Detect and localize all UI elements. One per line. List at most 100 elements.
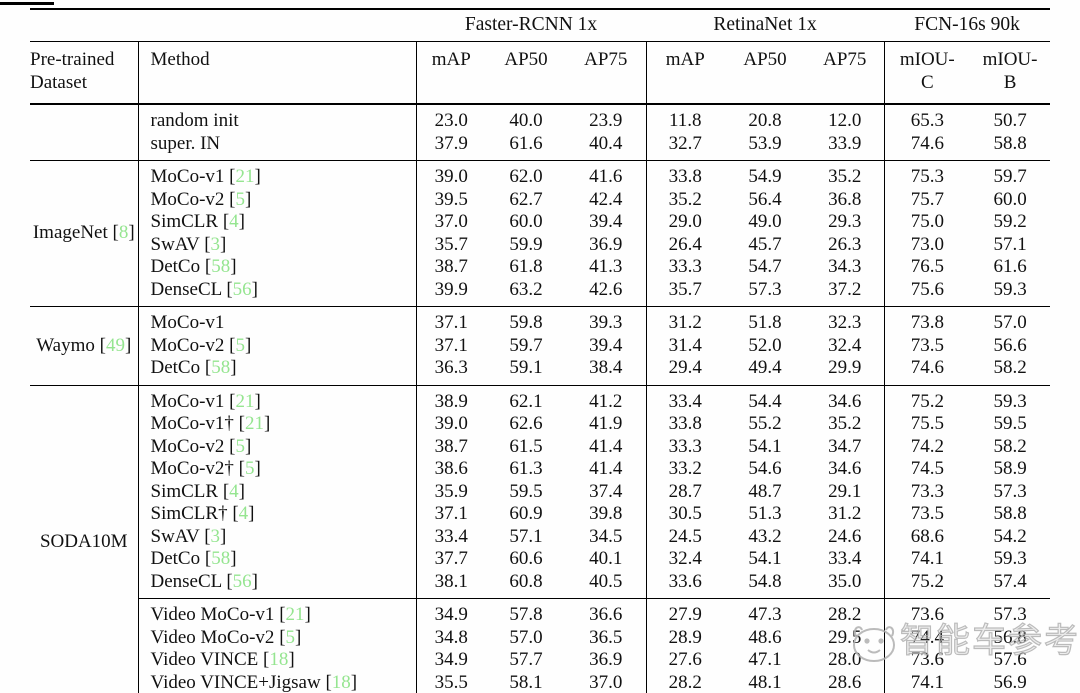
value-cell: 74.5: [883, 458, 971, 481]
value-cell: 74.1: [883, 548, 971, 571]
value-cell: 24.5: [645, 525, 725, 548]
value-cell: 29.4: [645, 357, 725, 385]
method-cell: MoCo-v1 [21]: [137, 384, 416, 413]
method-cell: DetCo [58]: [137, 548, 416, 571]
bracket: ]: [288, 649, 295, 670]
method-label: DetCo: [150, 548, 201, 569]
value-cell: 33.6: [645, 570, 725, 599]
value-cell: 41.6: [566, 160, 647, 189]
dataset-label: Waymo: [36, 334, 95, 356]
value-cell: 29.5: [828, 626, 862, 648]
method-label: Video VINCE: [150, 649, 259, 670]
bracket: ]: [230, 548, 237, 569]
value-cell: 34.8: [415, 626, 486, 649]
citation-number: 21: [235, 166, 255, 187]
value-cell: 35.7: [645, 278, 725, 307]
value-cell: 20.8: [748, 110, 782, 131]
bracket: ]: [220, 233, 227, 255]
method-label: SwAV: [150, 525, 200, 547]
method-label: SimCLR: [150, 480, 219, 502]
citation-number: 18: [331, 671, 351, 693]
table-row: Video MoCo-v1 [21] 34.9 57.8 36.6 27.9 47.3 28…: [30, 598, 1051, 627]
citation-number: 3: [210, 525, 221, 547]
value-cell: 59.7: [970, 160, 1051, 189]
method-cell: MoCo-v1† [21]: [137, 413, 416, 436]
value-cell: 75.5: [883, 413, 971, 436]
method-cell: Video MoCo-v2 [5]: [137, 626, 416, 649]
value-cell: 57.0: [509, 626, 543, 648]
method-cell: MoCo-v2 [5]: [137, 334, 416, 357]
value-cell: 39.0: [415, 413, 486, 436]
value-cell: 33.2: [645, 458, 725, 481]
value-cell: 37.0: [589, 671, 623, 693]
value-cell: 57.0: [970, 306, 1051, 335]
value-cell: 31.2: [645, 306, 725, 335]
value-cell: 35.5: [415, 671, 486, 693]
value-cell: 62.1: [486, 384, 566, 413]
value-cell: 54.4: [724, 384, 807, 413]
value-cell: 58.2: [993, 357, 1027, 378]
method-label: MoCo-v1: [150, 390, 225, 412]
value-cell: 39.4: [589, 211, 623, 232]
dataset-cell: Waymo [49]: [30, 306, 138, 385]
value-cell: 49.4: [748, 357, 782, 378]
col-header-ap50-2: AP50: [724, 41, 807, 105]
value-cell: 59.5: [993, 413, 1027, 434]
method-label: MoCo-v2: [150, 435, 225, 457]
value-cell: 59.1: [509, 357, 543, 378]
value-cell: 54.8: [748, 570, 782, 592]
table-row: DenseCL [56] 38.1 60.8 40.5 33.6 54.8 35.0 75.2…: [30, 570, 1050, 599]
value-cell: 48.1: [748, 671, 782, 693]
value-cell: 61.5: [509, 435, 543, 457]
value-cell: 29.9: [828, 357, 862, 378]
col-header-ap75-2: AP75: [806, 41, 885, 105]
value-cell: 23.9: [589, 110, 623, 131]
value-cell: 28.2: [806, 598, 885, 627]
value-cell: 37.4: [589, 480, 623, 502]
value-cell: 55.2: [748, 413, 782, 434]
table-row: DetCo [58] 36.3 59.1 38.4 29.4 49.4 29.9 74.6 58…: [30, 357, 1050, 385]
citation-number: 4: [229, 211, 239, 232]
value-cell: 74.1: [883, 671, 971, 693]
bracket: [: [107, 222, 119, 244]
value-cell: 59.3: [993, 278, 1027, 300]
value-cell: 56.6: [993, 334, 1027, 356]
bracket: [: [200, 548, 212, 569]
value-cell: 36.3: [415, 357, 486, 385]
value-cell: 39.9: [415, 278, 486, 307]
value-cell: 48.6: [748, 626, 782, 648]
value-cell: 58.8: [993, 132, 1027, 154]
col-header-map-1: mAP: [415, 41, 486, 105]
value-cell: 57.4: [993, 570, 1027, 592]
bracket: ]: [251, 570, 258, 592]
method-cell: super. IN: [137, 132, 416, 161]
value-cell: 29.1: [828, 480, 862, 502]
method-cell: MoCo-v1 [21]: [137, 160, 416, 189]
col-header-miou-b: mIOU- B: [970, 41, 1051, 105]
value-cell: 57.1: [993, 233, 1027, 255]
method-cell: MoCo-v1: [137, 306, 416, 335]
value-cell: 59.3: [970, 384, 1051, 413]
value-cell: 37.1: [415, 306, 486, 335]
value-cell: 11.8: [645, 104, 725, 133]
bracket: ]: [238, 211, 245, 232]
method-cell: DenseCL [56]: [137, 570, 416, 599]
value-cell: 41.4: [589, 458, 623, 479]
method-cell: Video VINCE+Jigsaw [18]: [137, 671, 416, 693]
group-header-faster-rcnn: Faster-RCNN 1x: [416, 9, 647, 42]
value-cell: 42.4: [589, 188, 623, 210]
value-cell: 57.7: [509, 649, 543, 670]
value-cell: 40.0: [509, 110, 543, 131]
table-row: DetCo [58] 37.7 60.6 40.1 32.4 54.1 33.4 74.1 59…: [30, 548, 1050, 571]
citation-number: 56: [232, 570, 252, 592]
value-cell: 38.4: [589, 357, 623, 378]
col-header-ap50-1: AP50: [486, 41, 566, 105]
value-cell: 34.9: [415, 598, 486, 627]
group-header-fcn: FCN-16s 90k: [884, 9, 1051, 42]
value-cell: 75.0: [883, 211, 971, 234]
value-cell: 35.2: [828, 413, 862, 434]
value-cell: 58.1: [509, 671, 543, 693]
results-table: Faster-RCNN 1x RetinaNet 1x FCN-16s 90k …: [30, 8, 1051, 693]
citation-number: 18: [269, 649, 289, 670]
